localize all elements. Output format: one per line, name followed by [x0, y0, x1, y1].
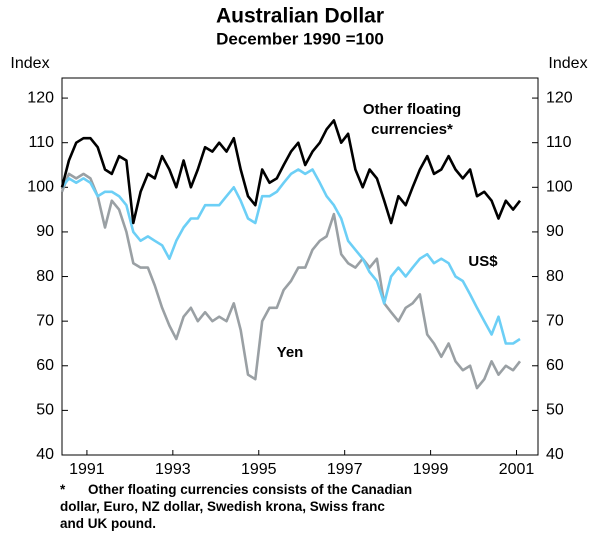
y2-tick-label: 70	[546, 312, 564, 329]
footnote-marker: *	[60, 482, 66, 497]
y-tick-label: 50	[36, 402, 54, 419]
y2-tick-label: 100	[546, 179, 573, 196]
annotation: US$	[468, 253, 498, 270]
y-tick-label: 70	[36, 312, 54, 329]
y2-tick-label: 120	[546, 89, 573, 106]
chart-title: Australian Dollar	[216, 5, 384, 28]
y2-tick-label: 40	[546, 446, 564, 463]
annotation: Other floating	[363, 101, 461, 118]
annotation: Yen	[277, 344, 304, 361]
y2-tick-label: 60	[546, 357, 564, 374]
x-tick-label: 1997	[327, 461, 363, 478]
y-tick-label: 110	[28, 134, 54, 151]
y2-tick-label: 80	[546, 268, 564, 285]
y-tick-label: 80	[36, 268, 54, 285]
y-tick-label: 100	[27, 179, 54, 196]
series-line	[60, 168, 521, 345]
annotation: currencies*	[371, 121, 453, 138]
footnote-line: dollar, Euro, NZ dollar, Swedish krona, …	[60, 499, 385, 514]
y2-axis-label: Index	[548, 55, 587, 72]
footnote-line: Other floating currencies consists of th…	[88, 482, 412, 497]
x-tick-label: 1991	[69, 461, 105, 478]
y2-tick-label: 90	[546, 223, 564, 240]
y2-tick-label: 110	[546, 134, 572, 151]
y-tick-label: 60	[36, 357, 54, 374]
x-tick-label: 1999	[413, 461, 449, 478]
series-line	[60, 172, 522, 390]
x-tick-label: 2001	[499, 461, 535, 478]
series-line	[60, 119, 522, 225]
chart-subtitle: December 1990 =100	[216, 29, 384, 48]
y2-tick-label: 50	[546, 402, 564, 419]
x-tick-label: 1995	[241, 461, 277, 478]
plot-frame	[61, 77, 539, 456]
y-tick-label: 120	[27, 89, 54, 106]
x-tick-label: 1993	[155, 461, 191, 478]
y-tick-label: 90	[36, 223, 54, 240]
y-axis-label: Index	[10, 55, 49, 72]
footnote-line: and UK pound.	[60, 516, 156, 531]
y-tick-label: 40	[36, 446, 54, 463]
